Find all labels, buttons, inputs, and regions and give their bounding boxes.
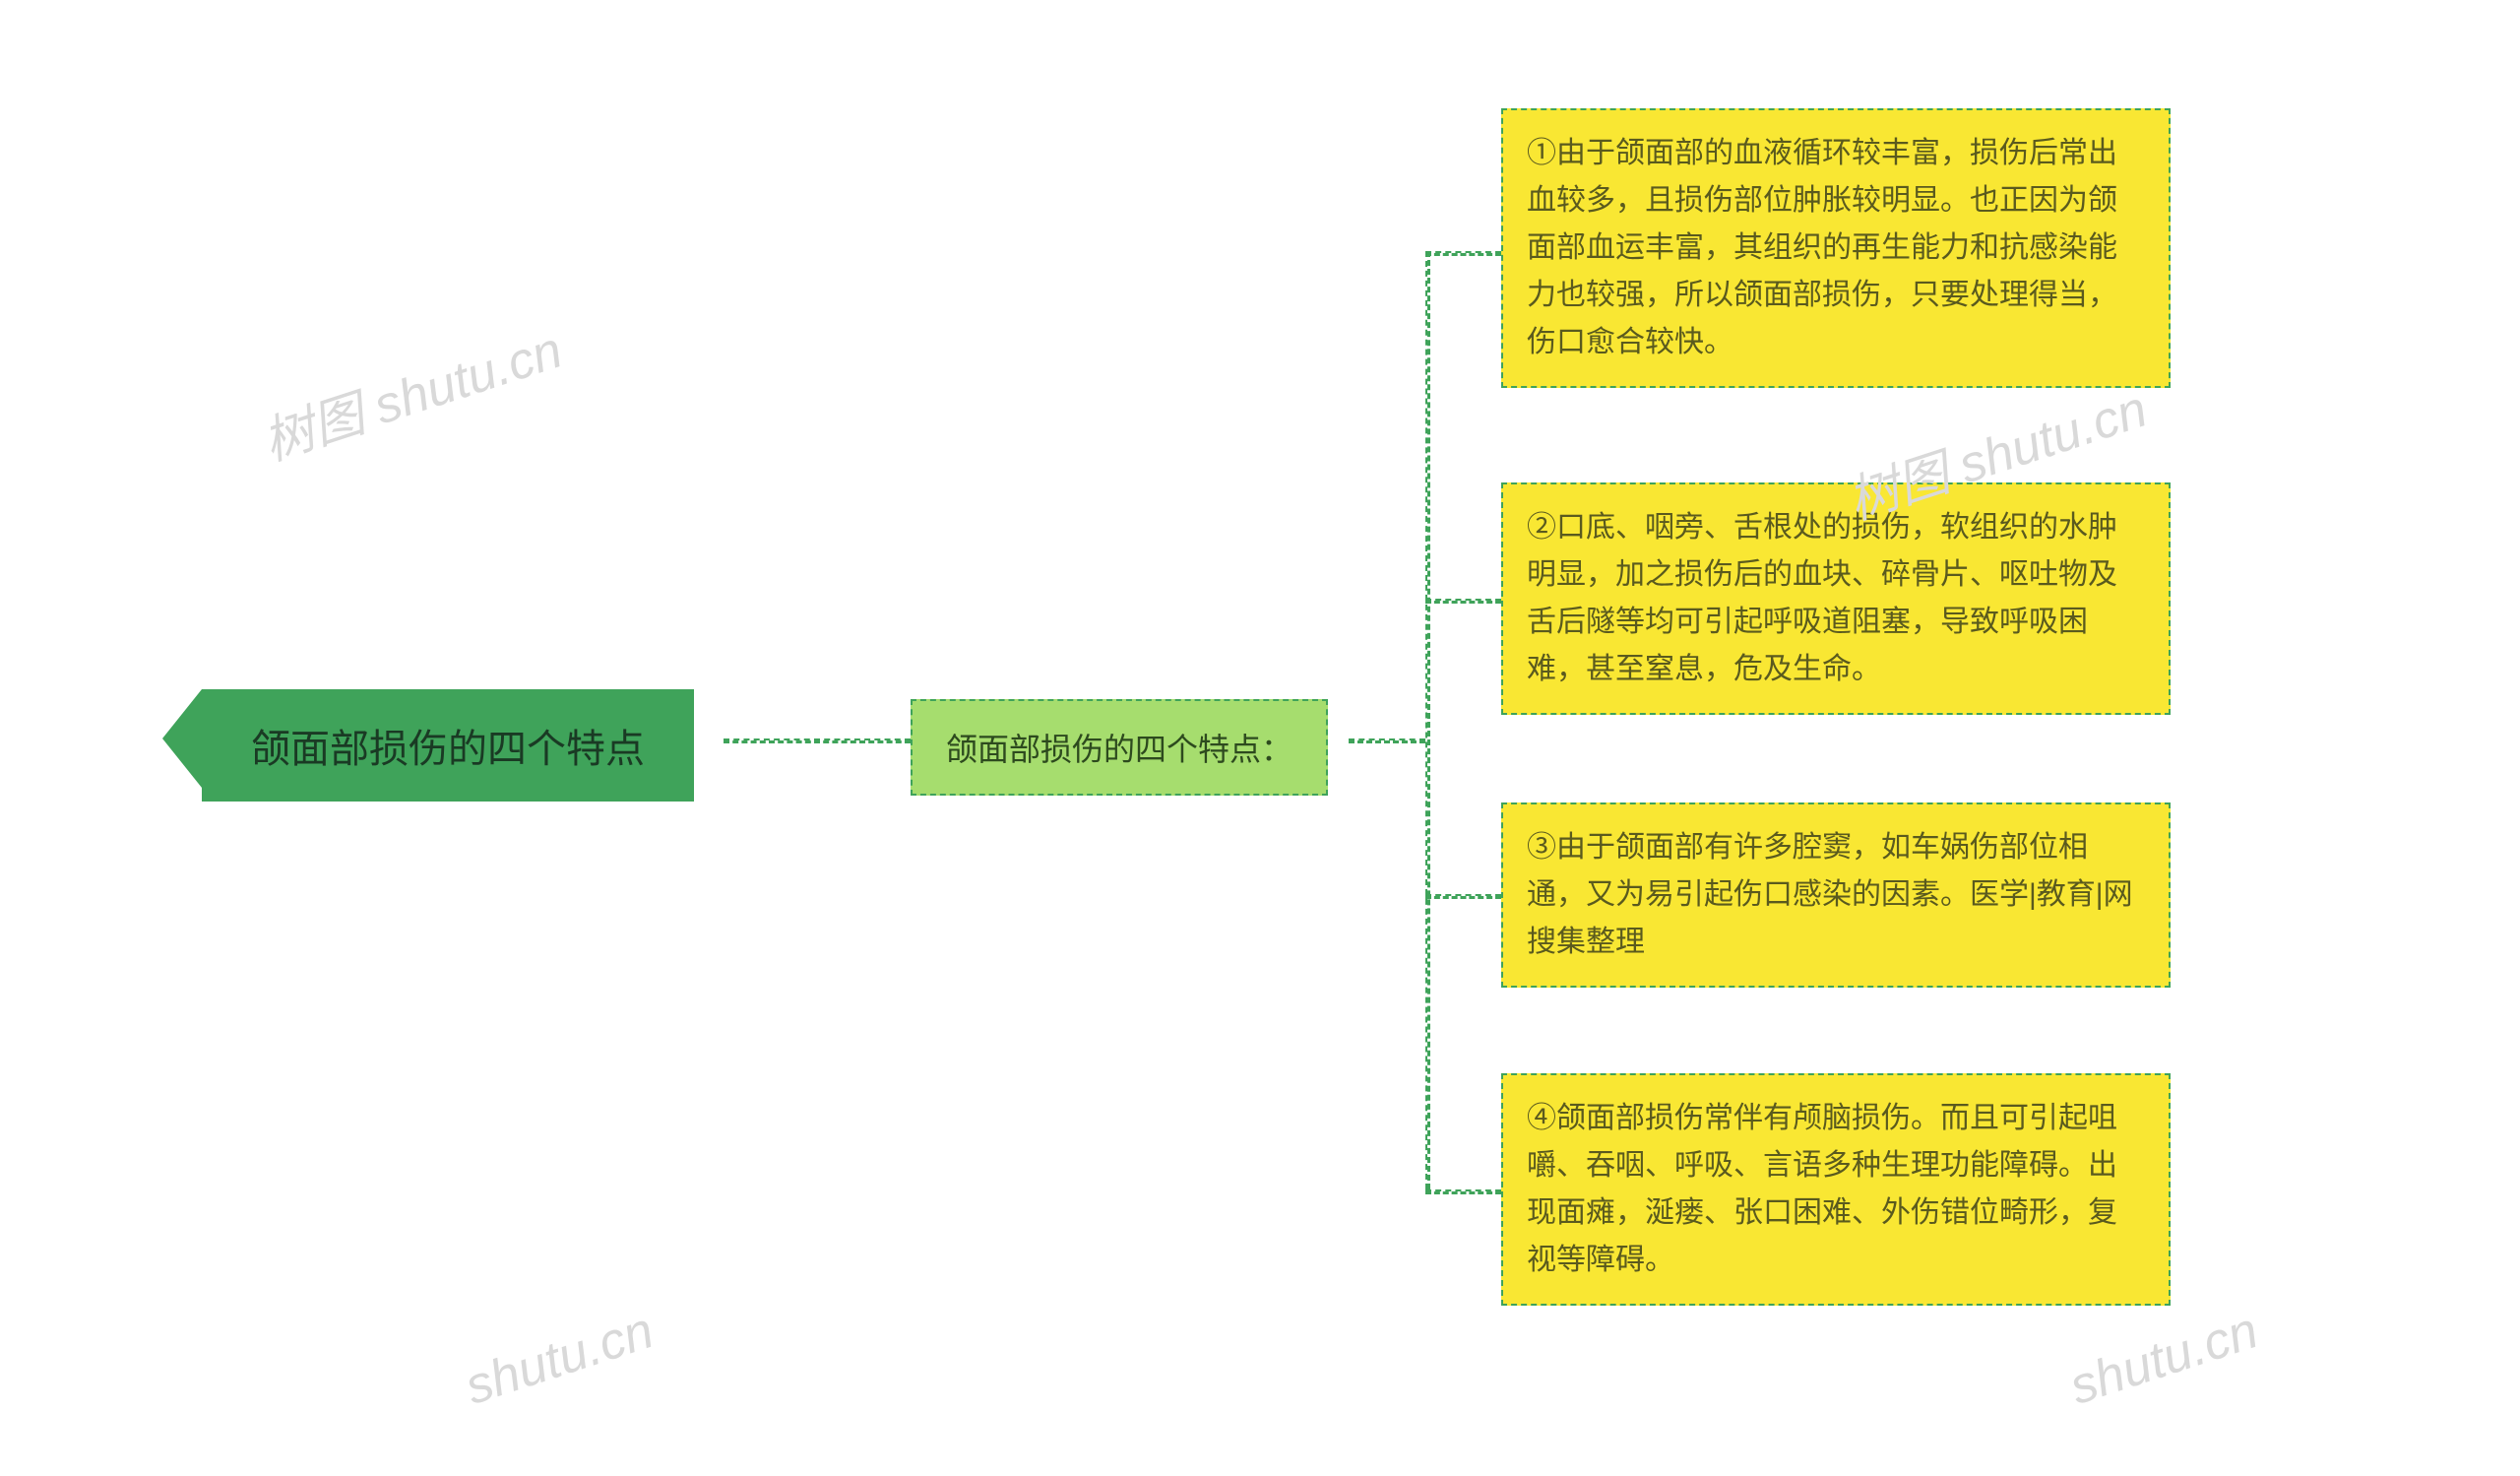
watermark: shutu.cn bbox=[459, 1301, 661, 1417]
connector-bus bbox=[1425, 251, 1430, 1189]
leaf-node-4: ④颌面部损伤常伴有颅脑损伤。而且可引起咀嚼、吞咽、呼吸、言语多种生理功能障碍。出… bbox=[1501, 1073, 2171, 1306]
connector-leaf-2 bbox=[1425, 599, 1501, 604]
leaf-text: ②口底、咽旁、舌根处的损伤，软组织的水肿明显，加之损伤后的血块、碎骨片、呕吐物及… bbox=[1527, 511, 2117, 685]
leaf-node-2: ②口底、咽旁、舌根处的损伤，软组织的水肿明显，加之损伤后的血块、碎骨片、呕吐物及… bbox=[1501, 482, 2171, 715]
connector-mid-out bbox=[1349, 738, 1425, 743]
connector-leaf-4 bbox=[1425, 1189, 1501, 1194]
watermark: shutu.cn bbox=[2063, 1301, 2265, 1417]
mindmap-canvas: 颌面部损伤的四个特点 颌面部损伤的四个特点： ①由于颌面部的血液循环较丰富，损伤… bbox=[0, 0, 2520, 1476]
root-node: 颌面部损伤的四个特点 bbox=[202, 689, 694, 788]
connector-root-mid bbox=[724, 738, 911, 743]
leaf-text: ③由于颌面部有许多腔窦，如车娲伤部位相通，又为易引起伤口感染的因素。医学|教育|… bbox=[1527, 831, 2133, 958]
leaf-node-1: ①由于颌面部的血液循环较丰富，损伤后常出血较多，且损伤部位肿胀较明显。也正因为颌… bbox=[1501, 108, 2171, 388]
root-label: 颌面部损伤的四个特点 bbox=[251, 728, 645, 771]
leaf-text: ①由于颌面部的血液循环较丰富，损伤后常出血较多，且损伤部位肿胀较明显。也正因为颌… bbox=[1527, 137, 2117, 358]
connector-leaf-3 bbox=[1425, 894, 1501, 899]
mid-node: 颌面部损伤的四个特点： bbox=[911, 699, 1328, 796]
mid-label: 颌面部损伤的四个特点： bbox=[946, 732, 1292, 767]
watermark: 树图 shutu.cn bbox=[252, 308, 570, 475]
connector-leaf-1 bbox=[1425, 251, 1501, 256]
leaf-text: ④颌面部损伤常伴有颅脑损伤。而且可引起咀嚼、吞咽、呼吸、言语多种生理功能障碍。出… bbox=[1527, 1102, 2117, 1276]
leaf-node-3: ③由于颌面部有许多腔窦，如车娲伤部位相通，又为易引起伤口感染的因素。医学|教育|… bbox=[1501, 802, 2171, 988]
root-node-box: 颌面部损伤的四个特点 bbox=[202, 689, 694, 802]
